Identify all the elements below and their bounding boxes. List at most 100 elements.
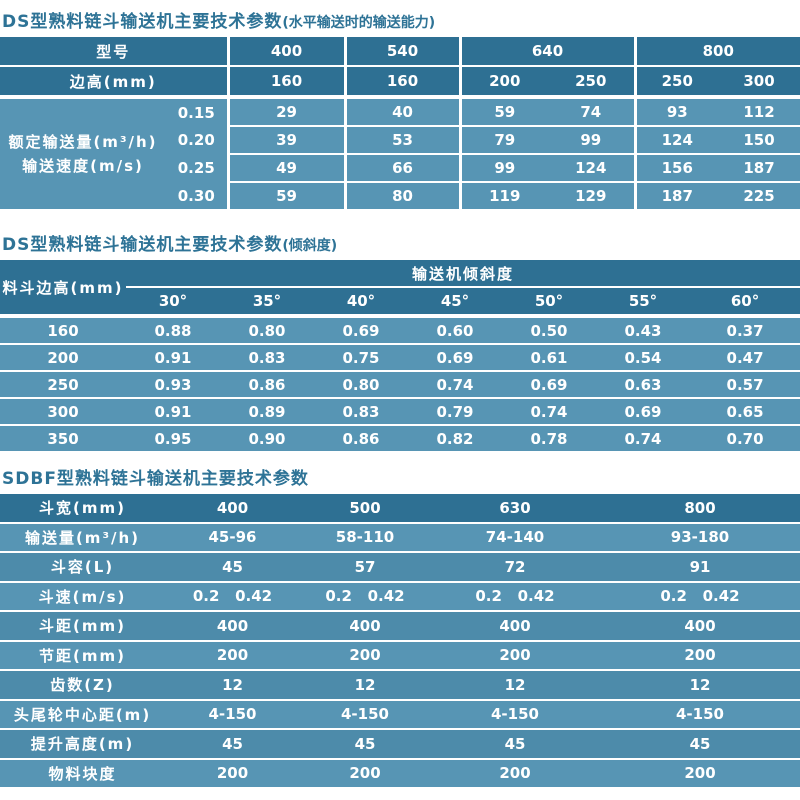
coefficient-value-cell: 0.78 [502,425,596,451]
param-value-cell: 93-180 [600,522,800,553]
table-row: 料斗边高(mm) 输送机倾斜度 [0,260,800,318]
coefficient-value-cell: 0.90 [220,425,314,451]
capacity-value-cell: 187 [633,182,719,209]
table-row: 斗速(m/s) 0.2 0.42 0.2 0.42 0.2 0.42 0.2 0.42 [0,581,800,612]
table-row: 斗容(L) 45 57 72 91 [0,552,800,583]
capacity-value-cell: 119 [458,182,549,209]
capacity-value-cell: 59 [458,97,549,127]
coefficient-value-cell: 0.63 [596,371,690,399]
speed-value-cell: 0.30 [166,182,229,209]
table-row: 斗距(mm) 400 400 400 400 [0,611,800,642]
coefficient-value-cell: 0.47 [690,344,800,372]
edge-height-row-label-cell: 200 [0,344,126,372]
table-row: 型号 400 540 640 800 [0,37,800,67]
coefficient-value-cell: 0.89 [220,398,314,426]
param-label-cell: 斗速(m/s) [0,581,165,612]
angle-header-cell: 40° [314,287,408,318]
coefficient-value-cell: 0.74 [502,398,596,426]
param-value-cell: 58-110 [300,522,430,553]
table-row: 250 0.93 0.86 0.80 0.74 0.69 0.63 0.57 [0,371,800,399]
param-value-cell: 4-150 [600,699,800,730]
coefficient-value-cell: 0.75 [314,344,408,372]
coefficient-value-cell: 0.74 [596,425,690,451]
model-640-cell: 640 [458,37,636,67]
param-value-cell: 0.2 0.42 [300,581,430,612]
table1-title: DS型熟料链斗输送机主要技术参数(水平输送时的输送能力) [2,7,800,32]
param-value-cell: 200 [165,640,300,671]
capacity-value-cell: 93 [633,97,719,127]
table-row: 齿数(Z) 12 12 12 12 [0,670,800,701]
capacity-value-cell: 40 [343,97,461,127]
param-value-cell: 200 [300,758,430,789]
param-label-cell: 输送量(m³/h) [0,522,165,553]
param-value-cell: 400 [165,494,300,524]
param-value-cell: 500 [300,494,430,524]
param-value-cell: 12 [600,670,800,701]
edge-height-value-cell: 250 [633,66,719,99]
capacity-value-cell: 80 [343,182,461,209]
table-row: 节距(mm) 200 200 200 200 [0,640,800,671]
coefficient-value-cell: 0.95 [126,425,220,451]
table-row: 160 0.88 0.80 0.69 0.60 0.50 0.43 0.37 [0,316,800,345]
table-row: 提升高度(m) 45 45 45 45 [0,729,800,760]
param-value-cell: 45 [165,552,300,583]
edge-height-value-cell: 300 [718,66,800,99]
capacity-value-cell: 225 [718,182,800,209]
param-value-cell: 200 [600,640,800,671]
capacity-value-cell: 124 [633,126,719,155]
bucket-edge-height-label-cell: 料斗边高(mm) [0,260,126,318]
capacity-value-cell: 150 [718,126,800,155]
param-value-cell: 12 [430,670,600,701]
param-label-cell: 头尾轮中心距(m) [0,699,165,730]
param-label-cell: 物料块度 [0,758,165,789]
param-value-cell: 57 [300,552,430,583]
param-value-cell: 800 [600,494,800,524]
angle-header-cell: 55° [596,287,690,318]
capacity-value-cell: 59 [226,182,346,209]
edge-height-label-cell: 边高(mm) [0,66,229,99]
coefficient-value-cell: 0.80 [220,316,314,345]
param-value-cell: 0.2 0.42 [165,581,300,612]
table-row: 0.30 59 80 119 129 187 225 [0,182,800,209]
edge-height-value-cell: 160 [343,66,461,99]
model-800-cell: 800 [633,37,800,67]
param-value-cell: 400 [165,611,300,642]
coefficient-value-cell: 0.43 [596,316,690,345]
capacity-value-cell: 187 [718,154,800,183]
coefficient-value-cell: 0.83 [314,398,408,426]
table1-title-main: DS型熟料链斗输送机主要技术参数 [2,12,283,32]
table2-title-main: DS型熟料链斗输送机主要技术参数 [2,235,283,255]
table-row: 额定输送量(m³/h) 输送速度(m/s) 0.15 29 40 59 74 93 112 [0,97,800,209]
param-value-cell: 0.2 0.42 [600,581,800,612]
coefficient-value-cell: 0.91 [126,398,220,426]
param-label-cell: 节距(mm) [0,640,165,671]
speed-value-cell: 0.20 [166,126,229,154]
param-label-cell: 斗宽(mm) [0,494,165,524]
table-row: 物料块度 200 200 200 200 [0,758,800,789]
table3-title: SDBF型熟料链斗输送机主要技术参数 [2,464,800,489]
param-value-cell: 45 [165,729,300,760]
param-value-cell: 0.2 0.42 [430,581,600,612]
param-label-cell: 斗容(L) [0,552,165,583]
edge-height-value-cell: 200 [458,66,549,99]
edge-height-value-cell: 250 [548,66,636,99]
coefficient-value-cell: 0.57 [690,371,800,399]
edge-height-value-cell: 160 [226,66,346,99]
coefficient-value-cell: 0.70 [690,425,800,451]
capacity-value-cell: 124 [548,154,636,183]
coefficient-value-cell: 0.60 [408,316,502,345]
param-value-cell: 400 [430,611,600,642]
edge-height-row-label-cell: 250 [0,371,126,399]
param-value-cell: 45 [300,729,430,760]
param-label-cell: 齿数(Z) [0,670,165,701]
table-row: 200 0.91 0.83 0.75 0.69 0.61 0.54 0.47 [0,344,800,372]
param-value-cell: 200 [165,758,300,789]
param-label-cell: 提升高度(m) [0,729,165,760]
capacity-value-cell: 99 [548,126,636,155]
inclination-span-label-cell: 输送机倾斜度 [126,260,800,288]
coefficient-value-cell: 0.50 [502,316,596,345]
coefficient-value-cell: 0.91 [126,344,220,372]
angle-header-cell: 35° [220,287,314,318]
coefficient-value-cell: 0.79 [408,398,502,426]
coefficient-value-cell: 0.54 [596,344,690,372]
